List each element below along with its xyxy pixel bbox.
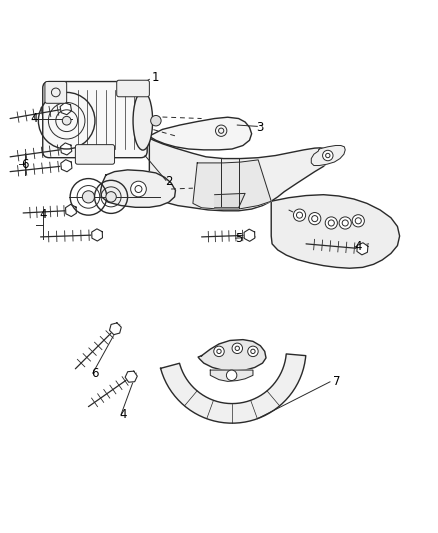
Circle shape	[293, 209, 306, 221]
Polygon shape	[215, 193, 245, 208]
Polygon shape	[66, 204, 76, 216]
Circle shape	[151, 116, 161, 126]
Text: 4: 4	[30, 112, 38, 125]
Polygon shape	[149, 138, 332, 211]
Circle shape	[325, 217, 337, 229]
Polygon shape	[161, 354, 306, 423]
Circle shape	[131, 181, 146, 197]
Circle shape	[62, 116, 71, 125]
Polygon shape	[92, 229, 102, 241]
Text: 1: 1	[152, 71, 159, 84]
Polygon shape	[125, 371, 137, 382]
Polygon shape	[244, 229, 255, 241]
Text: 4: 4	[120, 408, 127, 421]
Text: 3: 3	[257, 121, 264, 134]
Circle shape	[106, 192, 116, 202]
Circle shape	[339, 217, 351, 229]
Polygon shape	[193, 160, 271, 209]
Polygon shape	[101, 170, 176, 207]
Ellipse shape	[133, 91, 152, 150]
Text: 6: 6	[91, 367, 99, 379]
Circle shape	[232, 343, 243, 353]
Polygon shape	[60, 143, 72, 155]
Polygon shape	[198, 340, 266, 371]
Polygon shape	[149, 117, 252, 150]
Text: 2: 2	[165, 175, 173, 188]
Circle shape	[322, 150, 333, 161]
Polygon shape	[271, 195, 399, 268]
Text: 6: 6	[21, 158, 29, 171]
Circle shape	[352, 215, 364, 227]
FancyBboxPatch shape	[75, 144, 115, 164]
FancyBboxPatch shape	[45, 82, 67, 103]
Circle shape	[82, 191, 95, 203]
Circle shape	[309, 213, 321, 225]
Circle shape	[248, 346, 258, 357]
Polygon shape	[60, 103, 71, 115]
Polygon shape	[210, 370, 253, 382]
Text: 7: 7	[333, 375, 340, 389]
Polygon shape	[61, 160, 72, 172]
FancyBboxPatch shape	[43, 82, 147, 158]
Circle shape	[214, 346, 224, 357]
FancyBboxPatch shape	[117, 80, 149, 97]
Circle shape	[226, 370, 237, 381]
Polygon shape	[311, 146, 345, 166]
Polygon shape	[110, 323, 121, 335]
Text: 5: 5	[235, 232, 242, 245]
Text: 4: 4	[39, 208, 46, 221]
Text: 4: 4	[354, 240, 362, 253]
Polygon shape	[357, 243, 368, 255]
